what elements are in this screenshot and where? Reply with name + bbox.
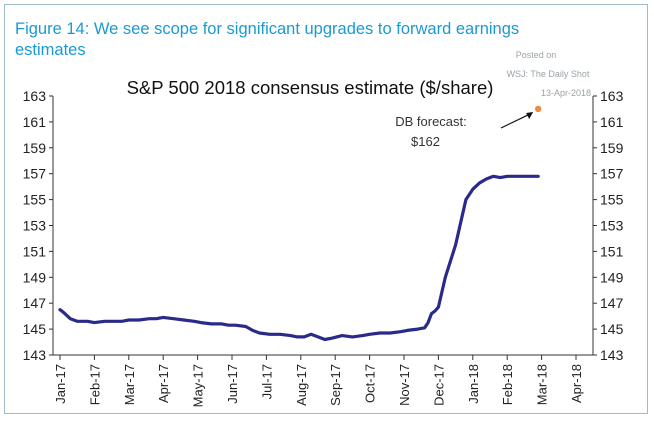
y-tick-label-left: 143: [23, 347, 47, 363]
y-tick-label-left: 161: [23, 114, 47, 130]
y-tick-label-right: 153: [600, 218, 624, 234]
watermark-line-1: Posted on: [516, 50, 557, 60]
y-tick-label-right: 151: [600, 243, 624, 259]
x-tick-label: Jul-17: [259, 364, 274, 399]
x-tick-label: Jan-18: [466, 364, 481, 404]
axes: 143 143 145 145 147 147 149 149 151 151 153 153 155 1…: [23, 88, 624, 407]
annotation-arrow-line: [500, 112, 533, 129]
y-tick-label-right: 145: [600, 321, 624, 337]
series-line: [58, 174, 540, 342]
watermark-line-2: WSJ: The Daily Shot: [507, 69, 590, 79]
x-tick-label: Apr-18: [569, 364, 584, 403]
watermark: Posted on WSJ: The Daily Shot 13-Apr-201…: [507, 50, 591, 98]
y-tick-label-left: 159: [23, 140, 47, 156]
y-tick-label-right: 143: [600, 347, 624, 363]
y-tick-label-left: 147: [23, 295, 47, 311]
y-tick-label-left: 163: [23, 88, 47, 104]
x-tick-label: Jan-17: [53, 364, 68, 404]
plot-area: [58, 105, 542, 342]
forecast-annotation: DB forecast: $162: [395, 111, 534, 149]
x-tick-label: Nov-17: [397, 364, 412, 406]
x-tick-label: Mar-17: [122, 364, 137, 405]
y-tick-label-right: 159: [600, 140, 624, 156]
x-tick-label: Mar-18: [535, 364, 550, 405]
x-tick-label: Dec-17: [431, 364, 446, 406]
x-tick-label: Apr-17: [156, 364, 171, 403]
annotation-value: $162: [411, 134, 440, 149]
figure-title: Figure 14: We see scope for significant …: [15, 20, 520, 59]
x-tick-label: Oct-17: [363, 364, 378, 403]
y-tick-label-left: 151: [23, 243, 47, 259]
chart-title: S&P 500 2018 consensus estimate ($/share…: [127, 77, 494, 98]
y-tick-label-right: 157: [600, 166, 624, 182]
y-tick-label-left: 145: [23, 321, 47, 337]
y-tick-label-left: 153: [23, 218, 47, 234]
x-tick-label: Feb-17: [87, 364, 102, 405]
y-tick-label-left: 155: [23, 192, 47, 208]
y-tick-label-right: 163: [600, 88, 624, 104]
annotation-label: DB forecast:: [395, 114, 467, 129]
x-tick-label: Feb-18: [500, 364, 515, 405]
x-tick-label: Sep-17: [328, 364, 343, 406]
watermark-line-3: 13-Apr-2018: [541, 88, 591, 98]
y-tick-label-left: 157: [23, 166, 47, 182]
y-tick-label-right: 155: [600, 192, 624, 208]
annotation-arrow-head: [526, 111, 534, 119]
y-tick-label-right: 161: [600, 114, 624, 130]
figure-frame: Figure 14: We see scope for significant …: [4, 4, 648, 414]
y-tick-label-left: 149: [23, 269, 47, 285]
forecast-point: [534, 105, 542, 113]
x-tick-label: Aug-17: [294, 364, 309, 406]
y-tick-label-right: 147: [600, 295, 624, 311]
x-tick-label: May-17: [191, 364, 206, 407]
x-tick-label: Jun-17: [225, 364, 240, 404]
y-tick-label-right: 149: [600, 269, 624, 285]
